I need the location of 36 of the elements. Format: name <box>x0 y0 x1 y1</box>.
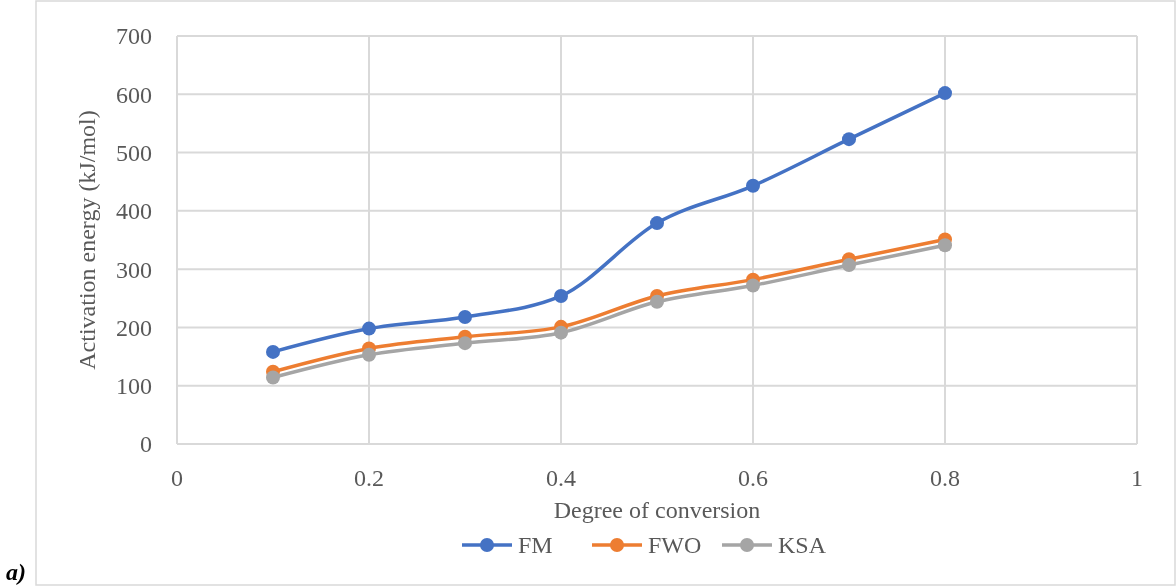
legend-label: FM <box>518 532 553 559</box>
x-tick-label: 0.6 <box>738 465 768 491</box>
point <box>362 347 376 362</box>
point <box>554 288 568 303</box>
point <box>938 86 952 101</box>
x-tick-label: 0.2 <box>354 465 384 491</box>
x-tick-label: 0.8 <box>930 465 960 491</box>
point <box>842 258 856 273</box>
point <box>458 309 472 324</box>
y-axis-title: Activation energy (kJ/mol) <box>74 110 100 370</box>
x-tick-label: 0.4 <box>546 465 576 491</box>
x-tick-label: 1 <box>1131 465 1143 491</box>
y-tick-label: 400 <box>116 198 152 225</box>
legend-label: FWO <box>648 532 702 559</box>
y-tick-label: 0 <box>140 431 152 458</box>
y-tick-label: 200 <box>116 314 152 341</box>
point <box>650 294 664 309</box>
point <box>650 216 664 231</box>
point <box>746 278 760 293</box>
x-tick-label: 0 <box>171 465 183 491</box>
x-axis-title: Degree of conversion <box>553 497 761 523</box>
y-tick-label: 300 <box>116 256 152 283</box>
point <box>266 370 280 385</box>
point <box>938 238 952 253</box>
y-tick-label: 700 <box>116 23 152 50</box>
point <box>554 325 568 340</box>
point <box>746 178 760 193</box>
y-tick-label: 100 <box>116 373 152 400</box>
point <box>458 336 472 351</box>
point <box>842 132 856 147</box>
legend-label: KSA <box>778 532 827 559</box>
point <box>362 321 376 336</box>
text: a) <box>6 559 26 585</box>
point <box>266 344 280 359</box>
y-tick-label: 500 <box>116 139 152 166</box>
y-tick-label: 600 <box>116 81 152 108</box>
